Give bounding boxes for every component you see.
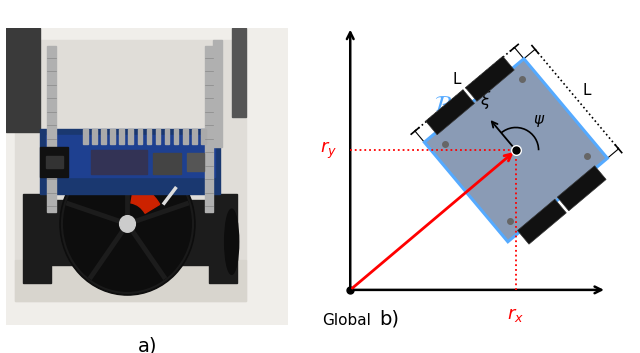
Polygon shape [424,59,607,242]
Bar [83,129,88,144]
Bar [129,129,133,144]
Bar [209,194,237,283]
Bar [120,129,124,144]
Bar [165,129,170,144]
Text: $r_y$: $r_y$ [320,140,337,161]
Text: $\mathcal{R}$: $\mathcal{R}$ [435,95,454,115]
Polygon shape [465,56,515,101]
Bar [46,156,63,168]
Bar [23,194,51,283]
Circle shape [120,216,136,232]
Text: $\xi$: $\xi$ [480,89,491,112]
Text: L: L [582,83,591,98]
Bar [92,129,97,144]
Bar [156,129,160,144]
Bar [153,153,181,174]
Bar [110,129,115,144]
Bar [15,40,246,301]
Text: $\psi$: $\psi$ [533,113,545,129]
Bar [47,46,56,212]
Polygon shape [518,199,566,244]
Bar [46,135,215,176]
Text: L: L [452,72,461,87]
Text: a): a) [138,337,157,353]
Text: $r_x$: $r_x$ [508,306,524,324]
Bar [35,200,226,265]
Bar [192,129,196,144]
Bar [205,46,213,212]
Bar [187,153,204,170]
Bar [213,40,222,147]
Bar [138,129,142,144]
Bar [147,129,151,144]
Circle shape [60,153,195,295]
Bar [6,28,40,132]
Ellipse shape [225,209,239,274]
Bar [232,28,246,117]
Polygon shape [557,166,606,211]
Bar [183,129,188,144]
Bar [174,129,179,144]
Bar [101,129,106,144]
Bar [40,129,220,194]
Bar [15,259,246,301]
Bar [40,147,68,176]
Polygon shape [426,90,474,135]
Bar [201,129,206,144]
Text: b): b) [380,310,399,329]
Text: Global: Global [323,313,371,328]
Wedge shape [131,185,159,213]
Bar [91,150,147,174]
